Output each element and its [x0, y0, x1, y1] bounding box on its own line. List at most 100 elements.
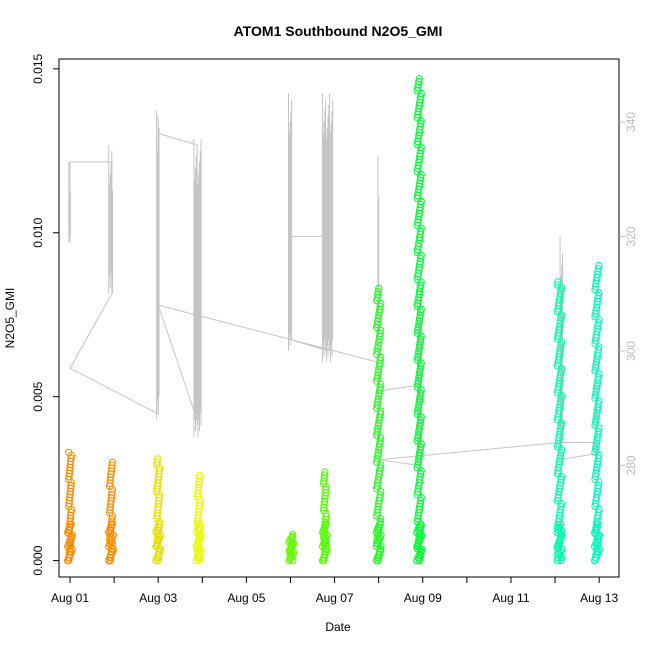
data-point	[417, 497, 425, 505]
data-point	[415, 75, 423, 83]
data-point	[557, 422, 565, 430]
data-point	[108, 520, 116, 528]
scatter-series-column	[105, 458, 118, 565]
data-point	[376, 356, 384, 364]
data-point	[417, 200, 425, 209]
data-point	[376, 464, 384, 472]
data-point	[594, 400, 603, 408]
y2-tick-label: 340	[624, 112, 638, 132]
data-point	[320, 471, 329, 479]
data-point	[155, 520, 164, 528]
scatter-series-column	[413, 75, 426, 565]
y-axis-label: N2O5_GMI	[3, 288, 17, 349]
data-point	[376, 383, 384, 391]
data-point	[557, 503, 565, 511]
data-point	[153, 458, 161, 466]
data-point	[553, 281, 562, 289]
y-tick-label: 0.015	[31, 53, 45, 83]
data-point	[594, 481, 603, 489]
plot-frame	[58, 58, 620, 578]
data-point	[557, 449, 565, 457]
data-point	[417, 227, 425, 236]
x-tick-label: Aug 03	[139, 591, 177, 605]
scatter-series-column	[553, 278, 566, 565]
data-point	[417, 335, 425, 343]
data-point	[417, 281, 425, 289]
data-point	[322, 520, 330, 528]
data-point	[417, 119, 425, 128]
data-point	[557, 368, 565, 376]
data-point	[416, 520, 425, 528]
x-tick-label: Aug 01	[51, 591, 89, 605]
data-point	[417, 92, 425, 101]
y-tick-label: 0.005	[31, 381, 45, 411]
y2-tick-label: 300	[624, 341, 638, 361]
data-point	[557, 476, 565, 484]
x-tick-label: Aug 07	[316, 591, 354, 605]
data-point	[417, 443, 425, 451]
data-point	[557, 314, 565, 322]
data-point	[196, 471, 204, 480]
scatter-series-column	[152, 455, 165, 565]
chart-title: ATOM1 Southbound N2O5_GMI	[234, 23, 443, 39]
data-point	[557, 395, 565, 403]
data-point	[417, 416, 425, 424]
data-point	[594, 292, 603, 300]
scatter-series-column	[318, 468, 331, 565]
data-point	[595, 261, 603, 270]
data-point	[195, 474, 204, 483]
data-point	[557, 287, 565, 295]
y2-tick-label: 280	[624, 455, 638, 475]
data-point	[376, 437, 384, 445]
data-point	[288, 532, 297, 541]
y-tick-label: 0.010	[31, 217, 45, 247]
scatter-series-column	[64, 448, 77, 565]
data-point	[417, 173, 425, 182]
x-tick-label: Aug 11	[492, 591, 529, 605]
data-point	[376, 410, 384, 418]
data-point	[417, 389, 425, 397]
data-point	[594, 319, 603, 327]
data-point	[376, 302, 384, 311]
data-point	[67, 520, 75, 528]
data-point	[196, 520, 204, 528]
y2-tick-label: 320	[624, 226, 638, 246]
data-point	[417, 254, 425, 262]
data-point	[376, 491, 384, 499]
data-point	[594, 373, 603, 381]
scatter-series-column	[590, 261, 604, 565]
data-point	[153, 455, 162, 463]
scatter-series-column	[372, 284, 385, 565]
data-point	[557, 341, 565, 349]
data-point	[417, 146, 425, 155]
scatter-series-column	[192, 471, 205, 565]
data-point	[417, 308, 425, 316]
x-tick-label: Aug 09	[404, 591, 442, 605]
data-point	[321, 468, 329, 476]
data-point	[417, 470, 425, 478]
axes-layer: 0.000 0.005 0.010 0.015 280 300 320 340 Aug 01 Au…	[31, 53, 638, 605]
data-point	[594, 508, 603, 517]
data-point	[556, 520, 565, 528]
data-point	[415, 78, 423, 86]
secondary-series-layer	[68, 93, 598, 477]
y-tick-label: 0.000	[31, 545, 45, 575]
data-point	[554, 278, 562, 286]
data-point	[108, 461, 116, 469]
data-point	[417, 362, 425, 370]
data-point	[375, 284, 383, 293]
data-point	[594, 264, 603, 273]
data-point	[65, 448, 73, 457]
data-point	[108, 458, 117, 466]
scatter-series-column	[285, 530, 298, 565]
x-tick-label: Aug 05	[227, 591, 265, 605]
data-point	[375, 520, 384, 528]
x-axis-label: Date	[325, 620, 351, 634]
data-point	[376, 329, 384, 337]
data-point	[196, 499, 204, 507]
data-point	[374, 287, 382, 296]
data-point	[594, 520, 602, 528]
data-point	[594, 427, 603, 435]
